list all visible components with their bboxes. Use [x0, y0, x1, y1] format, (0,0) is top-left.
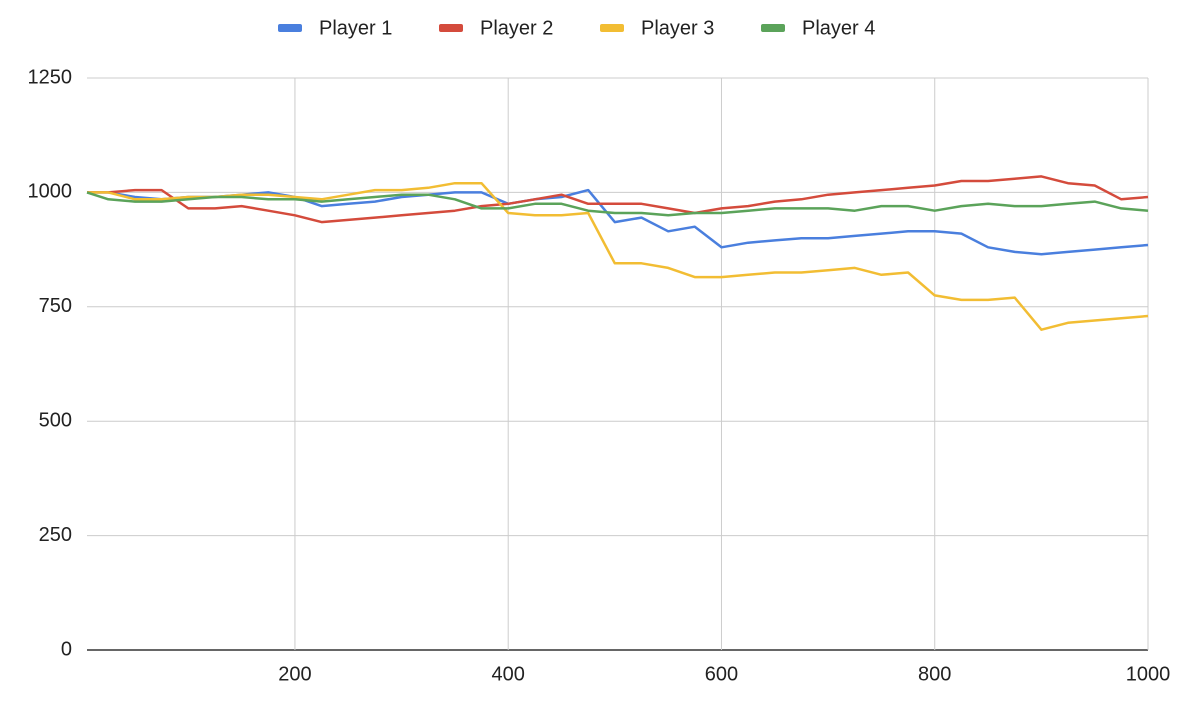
legend-label: Player 3 [641, 17, 714, 39]
legend-swatch [761, 24, 785, 32]
x-tick-label: 200 [278, 663, 311, 685]
series-line [86, 191, 1149, 217]
y-tick-label: 0 [61, 638, 72, 660]
series-line [87, 188, 1149, 256]
series-line [87, 181, 1149, 331]
legend-label: Player 4 [802, 17, 875, 39]
y-tick-label: 750 [39, 295, 72, 317]
x-tick-label: 1000 [1126, 663, 1171, 685]
y-tick-label: 250 [39, 524, 72, 546]
y-tick-label: 500 [39, 409, 72, 431]
series-line [87, 175, 1149, 224]
x-tick-label: 400 [492, 663, 525, 685]
legend-label: Player 1 [319, 17, 392, 39]
y-tick-label: 1000 [28, 181, 73, 203]
legend-label: Player 2 [480, 17, 553, 39]
x-tick-label: 800 [918, 663, 951, 685]
legend-swatch [600, 24, 624, 32]
legend-swatch [278, 24, 302, 32]
legend-swatch [439, 24, 463, 32]
y-tick-label: 1250 [28, 66, 73, 88]
x-tick-label: 600 [705, 663, 738, 685]
